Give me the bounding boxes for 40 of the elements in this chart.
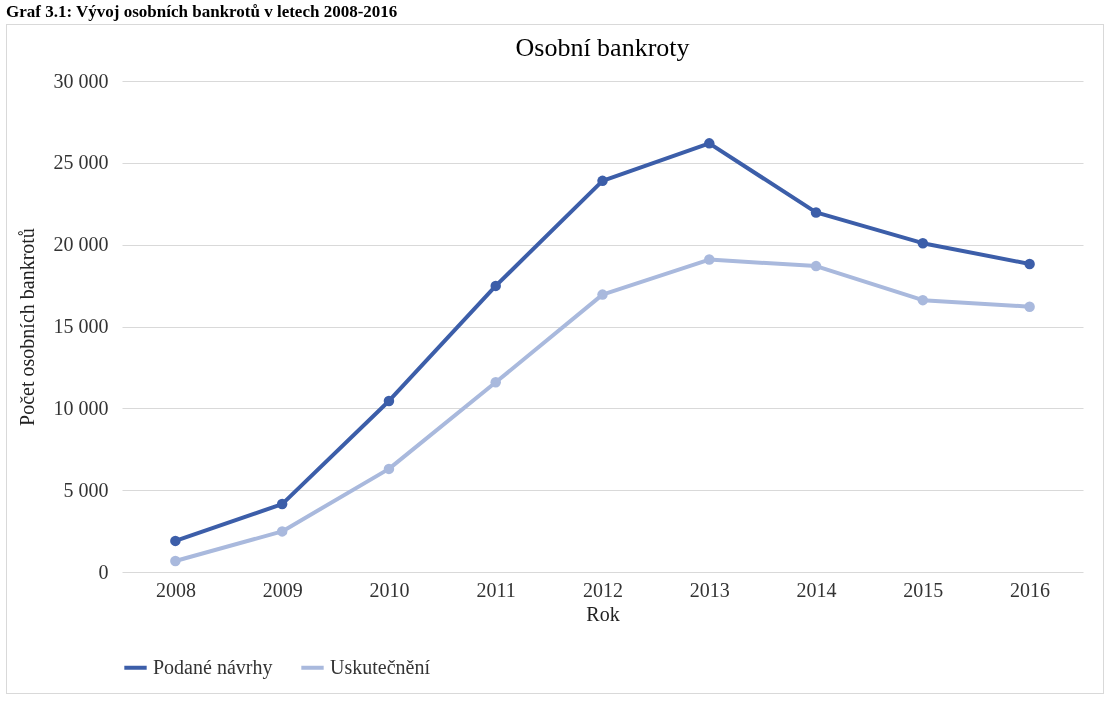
point: [597, 289, 608, 300]
point: [1024, 301, 1035, 312]
x-tick-label: 2008: [155, 578, 196, 601]
y-axis-title: Počet osobních bankrotů: [15, 228, 38, 426]
x-tick-label: 2012: [583, 578, 623, 601]
x-tick-label: 2016: [1010, 578, 1051, 601]
point: [810, 260, 822, 272]
point: [170, 535, 181, 547]
y-tick-label: 0: [98, 560, 109, 583]
y-tick-label: 20 000: [53, 233, 109, 256]
y-tick-label: 25 000: [53, 151, 109, 174]
point: [170, 555, 181, 567]
point: [917, 237, 929, 249]
y-tick-label: 30 000: [53, 69, 109, 92]
y-tick-label: 5 000: [63, 478, 109, 501]
point: [276, 498, 288, 510]
point: [1024, 258, 1035, 270]
chart-title: Osobní bankroty: [515, 33, 690, 62]
legend-label: Uskutečnění: [330, 655, 431, 678]
point: [810, 207, 822, 218]
point: [704, 254, 715, 265]
point: [383, 463, 395, 475]
point: [917, 294, 929, 306]
x-tick-label: 2015: [903, 578, 944, 601]
x-axis-title: Rok: [586, 602, 620, 625]
x-tick-label: 2014: [796, 578, 837, 601]
point: [704, 138, 715, 149]
point: [490, 280, 501, 292]
text: Graf 3.1: Vývoj osobních bankrotů v letech 2008-2016: [5, 1, 399, 23]
point: [276, 526, 288, 537]
y-tick-label: 10 000: [53, 396, 109, 419]
y-tick-label: 15 000: [53, 315, 109, 337]
x-tick-label: 2013: [689, 578, 730, 601]
point: [383, 395, 395, 407]
legend-label: Podané návrhy: [153, 655, 273, 679]
x-tick-label: 2011: [476, 578, 516, 601]
point: [490, 377, 501, 388]
point: [597, 175, 608, 187]
x-tick-label: 2010: [369, 578, 410, 601]
x-tick-label: 2009: [262, 578, 303, 601]
